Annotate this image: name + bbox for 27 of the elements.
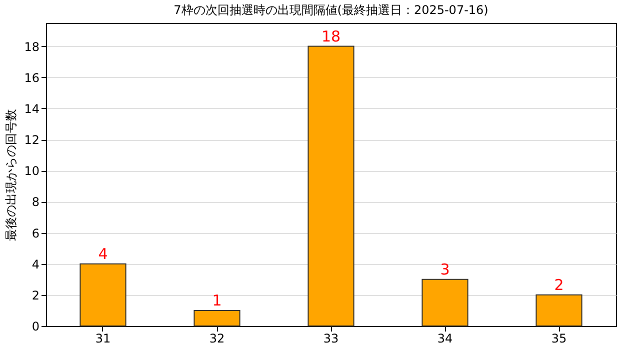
data-label: 3: [440, 260, 450, 278]
bar: [536, 294, 582, 326]
data-label: 18: [321, 27, 341, 46]
y-tick-label: 0: [32, 320, 40, 334]
x-tick-label: 35: [551, 332, 567, 346]
chart-title: 7枠の次回抽選時の出現間隔値(最終抽選日：2025-07-16): [174, 3, 488, 17]
bar: [308, 46, 354, 326]
y-tick-label: 4: [32, 257, 40, 272]
bar: [194, 310, 240, 326]
bar: [422, 278, 468, 326]
y-tick-label: 10: [24, 164, 40, 178]
x-tick-label: 34: [437, 332, 453, 346]
x-tick-label: 31: [95, 332, 111, 346]
bar: [80, 263, 126, 326]
x-tick-label: 32: [209, 332, 225, 346]
y-tick-label: 16: [24, 70, 40, 85]
y-tick-label: 6: [32, 226, 40, 240]
y-tick-label: 12: [24, 133, 40, 148]
data-label: 1: [212, 291, 222, 310]
data-label: 2: [554, 276, 564, 294]
x-tick-label: 33: [323, 332, 339, 346]
data-label: 4: [98, 244, 108, 263]
y-axis-title: 最後の出現からの回号数: [4, 109, 18, 241]
y-tick-label: 2: [32, 288, 40, 302]
y-tick-label: 8: [32, 195, 40, 210]
y-tick-label: 18: [24, 40, 40, 54]
y-tick-label: 14: [24, 102, 40, 116]
